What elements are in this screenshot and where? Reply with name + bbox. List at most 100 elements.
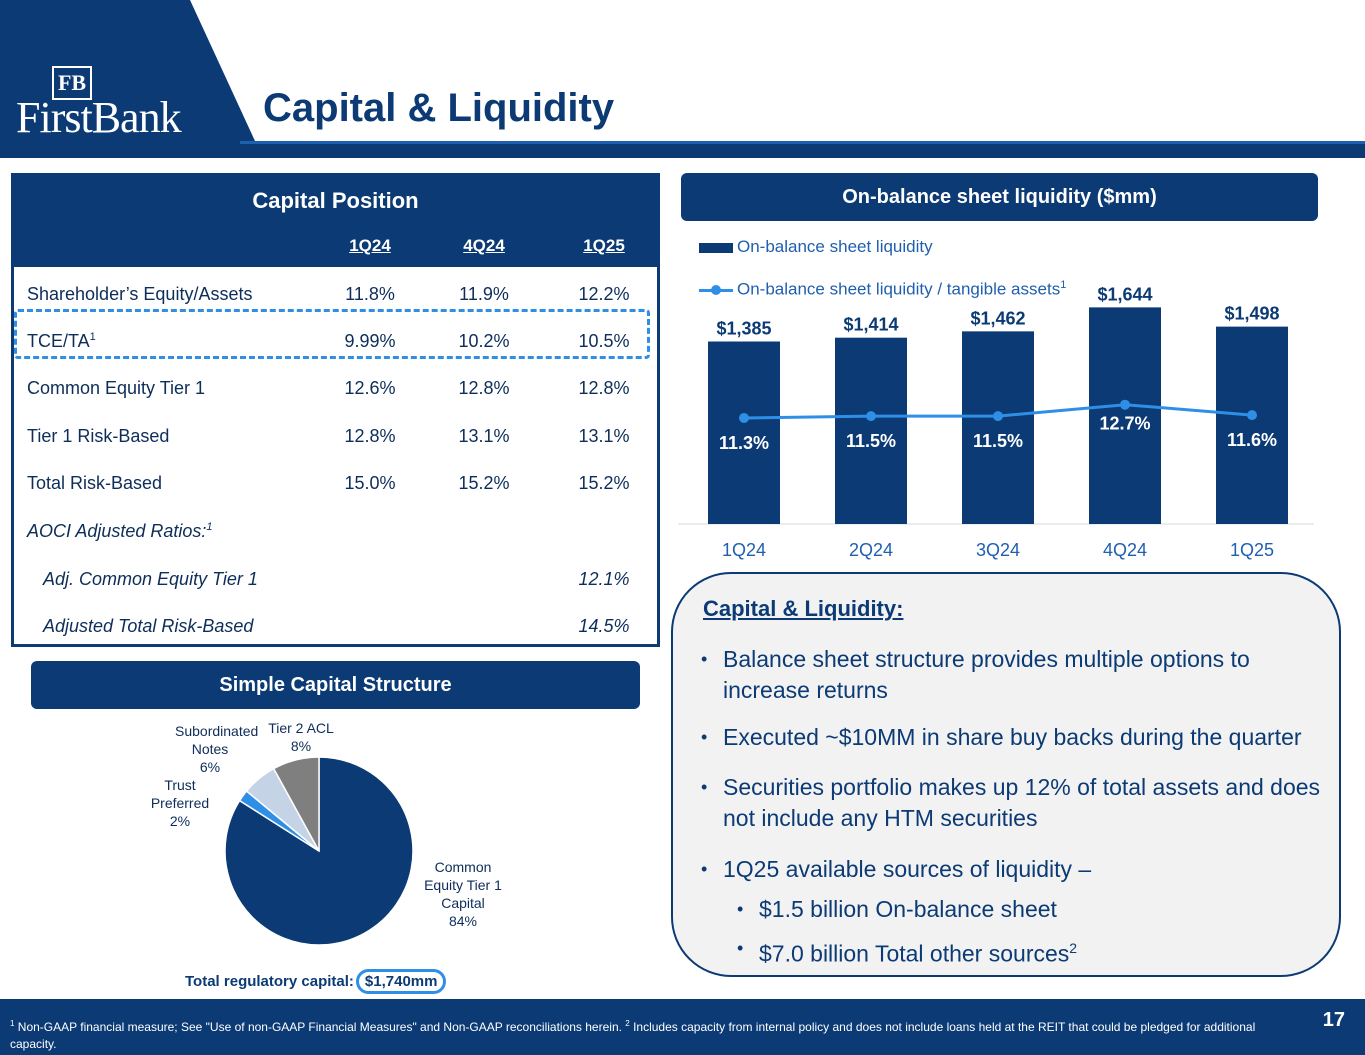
total-regulatory-capital: Total regulatory capital: $1,740mm: [185, 969, 447, 994]
bullet-text: Executed ~$10MM in share buy backs durin…: [723, 724, 1302, 750]
x-tick-label: 4Q24: [1103, 540, 1147, 560]
table-row: Total Risk-Based 15.0% 15.2% 15.2%: [14, 469, 657, 499]
bullet-item: • Securities portfolio makes up 12% of t…: [701, 772, 1321, 834]
bar-value-label: $1,414: [843, 315, 898, 335]
row-value: 12.8%: [458, 378, 510, 398]
footnotes: 1 Non-GAAP financial measure; See "Use o…: [10, 1019, 1256, 1051]
footer: 1 Non-GAAP financial measure; See "Use o…: [0, 999, 1365, 1055]
line-value-label: 11.3%: [719, 433, 769, 453]
bar-value-label: $1,644: [1097, 284, 1152, 304]
capital-position-table: Capital Position 1Q24 4Q24 1Q25 Sharehol…: [11, 173, 660, 647]
bar-value-label: $1,462: [970, 308, 1025, 328]
line-value-label: 12.7%: [1099, 414, 1150, 434]
page-title: Capital & Liquidity: [263, 86, 615, 130]
bullet-item: • Balance sheet structure provides multi…: [701, 644, 1321, 706]
bar: [708, 341, 780, 524]
capital-position-title: Capital Position: [252, 188, 419, 213]
bar-value-label: $1,498: [1224, 304, 1279, 324]
legend-bar-swatch: [699, 242, 733, 253]
row-value: 12.8%: [578, 378, 630, 398]
line-value-label: 11.5%: [846, 431, 896, 451]
sub-bullet-item: • $1.5 billion On-balance sheet: [737, 894, 1297, 925]
bullet-text: Securities portfolio makes up 12% of tot…: [723, 774, 1321, 831]
capital-position-header: Capital Position 1Q24 4Q24 1Q25: [14, 176, 657, 267]
bar-value-label: $1,385: [716, 319, 771, 339]
line-value-label: 11.5%: [973, 431, 1023, 451]
row-value: 12.8%: [344, 426, 396, 446]
aoci-heading: AOCI Adjusted Ratios:1: [14, 517, 657, 547]
row-label: AOCI Adjusted Ratios:1: [27, 521, 213, 541]
row-label: Total Risk-Based: [27, 473, 163, 493]
column-header: 1Q24: [349, 236, 391, 255]
row-value: 11.9%: [459, 284, 509, 304]
pie-label-common-equity: Common Equity Tier 1 Capital 84%: [424, 859, 502, 929]
row-value: 11.8%: [345, 284, 395, 304]
pie-slice: [272, 756, 320, 852]
row-label: Tier 1 Risk-Based: [27, 426, 170, 446]
row-value: 13.1%: [458, 426, 510, 446]
row-value: 10.2%: [458, 331, 510, 351]
x-tick-label: 1Q24: [722, 540, 766, 560]
bullet-marker: •: [701, 727, 708, 747]
column-header: 1Q25: [583, 236, 625, 255]
bullet-text: 1Q25 available sources of liquidity –: [723, 856, 1092, 882]
x-tick-label: 1Q25: [1230, 540, 1274, 560]
table-row: Shareholder’s Equity/Assets 11.8% 11.9% …: [14, 280, 657, 310]
bar: [962, 331, 1034, 524]
bullet-marker: •: [701, 649, 708, 669]
table-row: TCE/TA1 9.99% 10.2% 10.5%: [14, 327, 657, 357]
row-value: 12.6%: [344, 378, 396, 398]
line-point: [739, 413, 749, 423]
sub-bullet-item: • $7.0 billion Total other sources2: [737, 933, 1297, 970]
x-tick-label: 3Q24: [976, 540, 1020, 560]
row-value: 15.2%: [578, 473, 630, 493]
row-label: Adj. Common Equity Tier 1: [43, 569, 258, 589]
footnote-mark: 2: [1069, 940, 1078, 956]
legend-label: On-balance sheet liquidity / tangible as…: [737, 279, 1061, 299]
liquidity-section-header: On-balance sheet liquidity ($mm): [681, 173, 1318, 221]
line-point: [866, 411, 876, 422]
pie-label-subordinated-notes: Subordinated Notes 6%: [175, 723, 259, 775]
row-value: 12.1%: [578, 569, 630, 589]
logo-text: FirstBank: [16, 93, 182, 142]
line-point: [993, 411, 1003, 422]
logo-mark: FB: [52, 66, 92, 100]
bullet-text: $1.5 billion On-balance sheet: [759, 896, 1057, 922]
table-row: Common Equity Tier 1 12.6% 12.8% 12.8%: [14, 374, 657, 404]
header-banner: [0, 0, 1365, 158]
footnote-mark: 1: [1060, 279, 1067, 291]
row-label: Shareholder’s Equity/Assets: [27, 284, 253, 304]
bullet-marker: •: [737, 899, 744, 919]
bullet-marker: •: [701, 859, 708, 879]
table-row: Adj. Common Equity Tier 1 12.1%: [14, 565, 657, 595]
legend-label: On-balance sheet liquidity: [737, 237, 933, 256]
bar: [1089, 307, 1161, 524]
row-value: 10.5%: [578, 331, 630, 351]
line-value-label: 11.6%: [1227, 430, 1277, 450]
row-value: 15.2%: [458, 473, 510, 493]
line-point: [1247, 410, 1257, 421]
total-capital-value: $1,740mm: [355, 969, 447, 994]
bullet-item: • 1Q25 available sources of liquidity –: [701, 854, 1321, 885]
bar: [835, 337, 907, 524]
row-label: Adjusted Total Risk-Based: [43, 616, 254, 636]
table-row: Tier 1 Risk-Based 12.8% 13.1% 13.1%: [14, 422, 657, 452]
table-row: Adjusted Total Risk-Based 14.5%: [14, 612, 657, 642]
footnote-mark: 1: [206, 521, 213, 533]
row-value: 12.2%: [578, 284, 630, 304]
row-value: 14.5%: [578, 616, 630, 636]
row-value: 15.0%: [344, 473, 396, 493]
line-point: [1120, 399, 1130, 410]
row-label: Common Equity Tier 1: [27, 378, 206, 398]
x-tick-label: 2Q24: [849, 540, 893, 560]
row-value: 13.1%: [578, 426, 630, 446]
bullet-text: Balance sheet structure provides multipl…: [723, 646, 1250, 703]
bar: [1216, 326, 1288, 524]
tce-highlight-box: [14, 309, 650, 359]
liquidity-chart: $1,385 1Q24 $1,414 2Q24 $1,462 3Q24 $1,644 4Q24…: [678, 284, 1314, 560]
pie-label-tier2-acl: Tier 2 ACL 8%: [268, 720, 334, 754]
footnote-mark: 1: [89, 331, 96, 343]
page-number: 17: [1322, 1009, 1345, 1031]
legend-bar: On-balance sheet liquidity: [699, 237, 933, 257]
bullet-marker: •: [701, 777, 708, 797]
